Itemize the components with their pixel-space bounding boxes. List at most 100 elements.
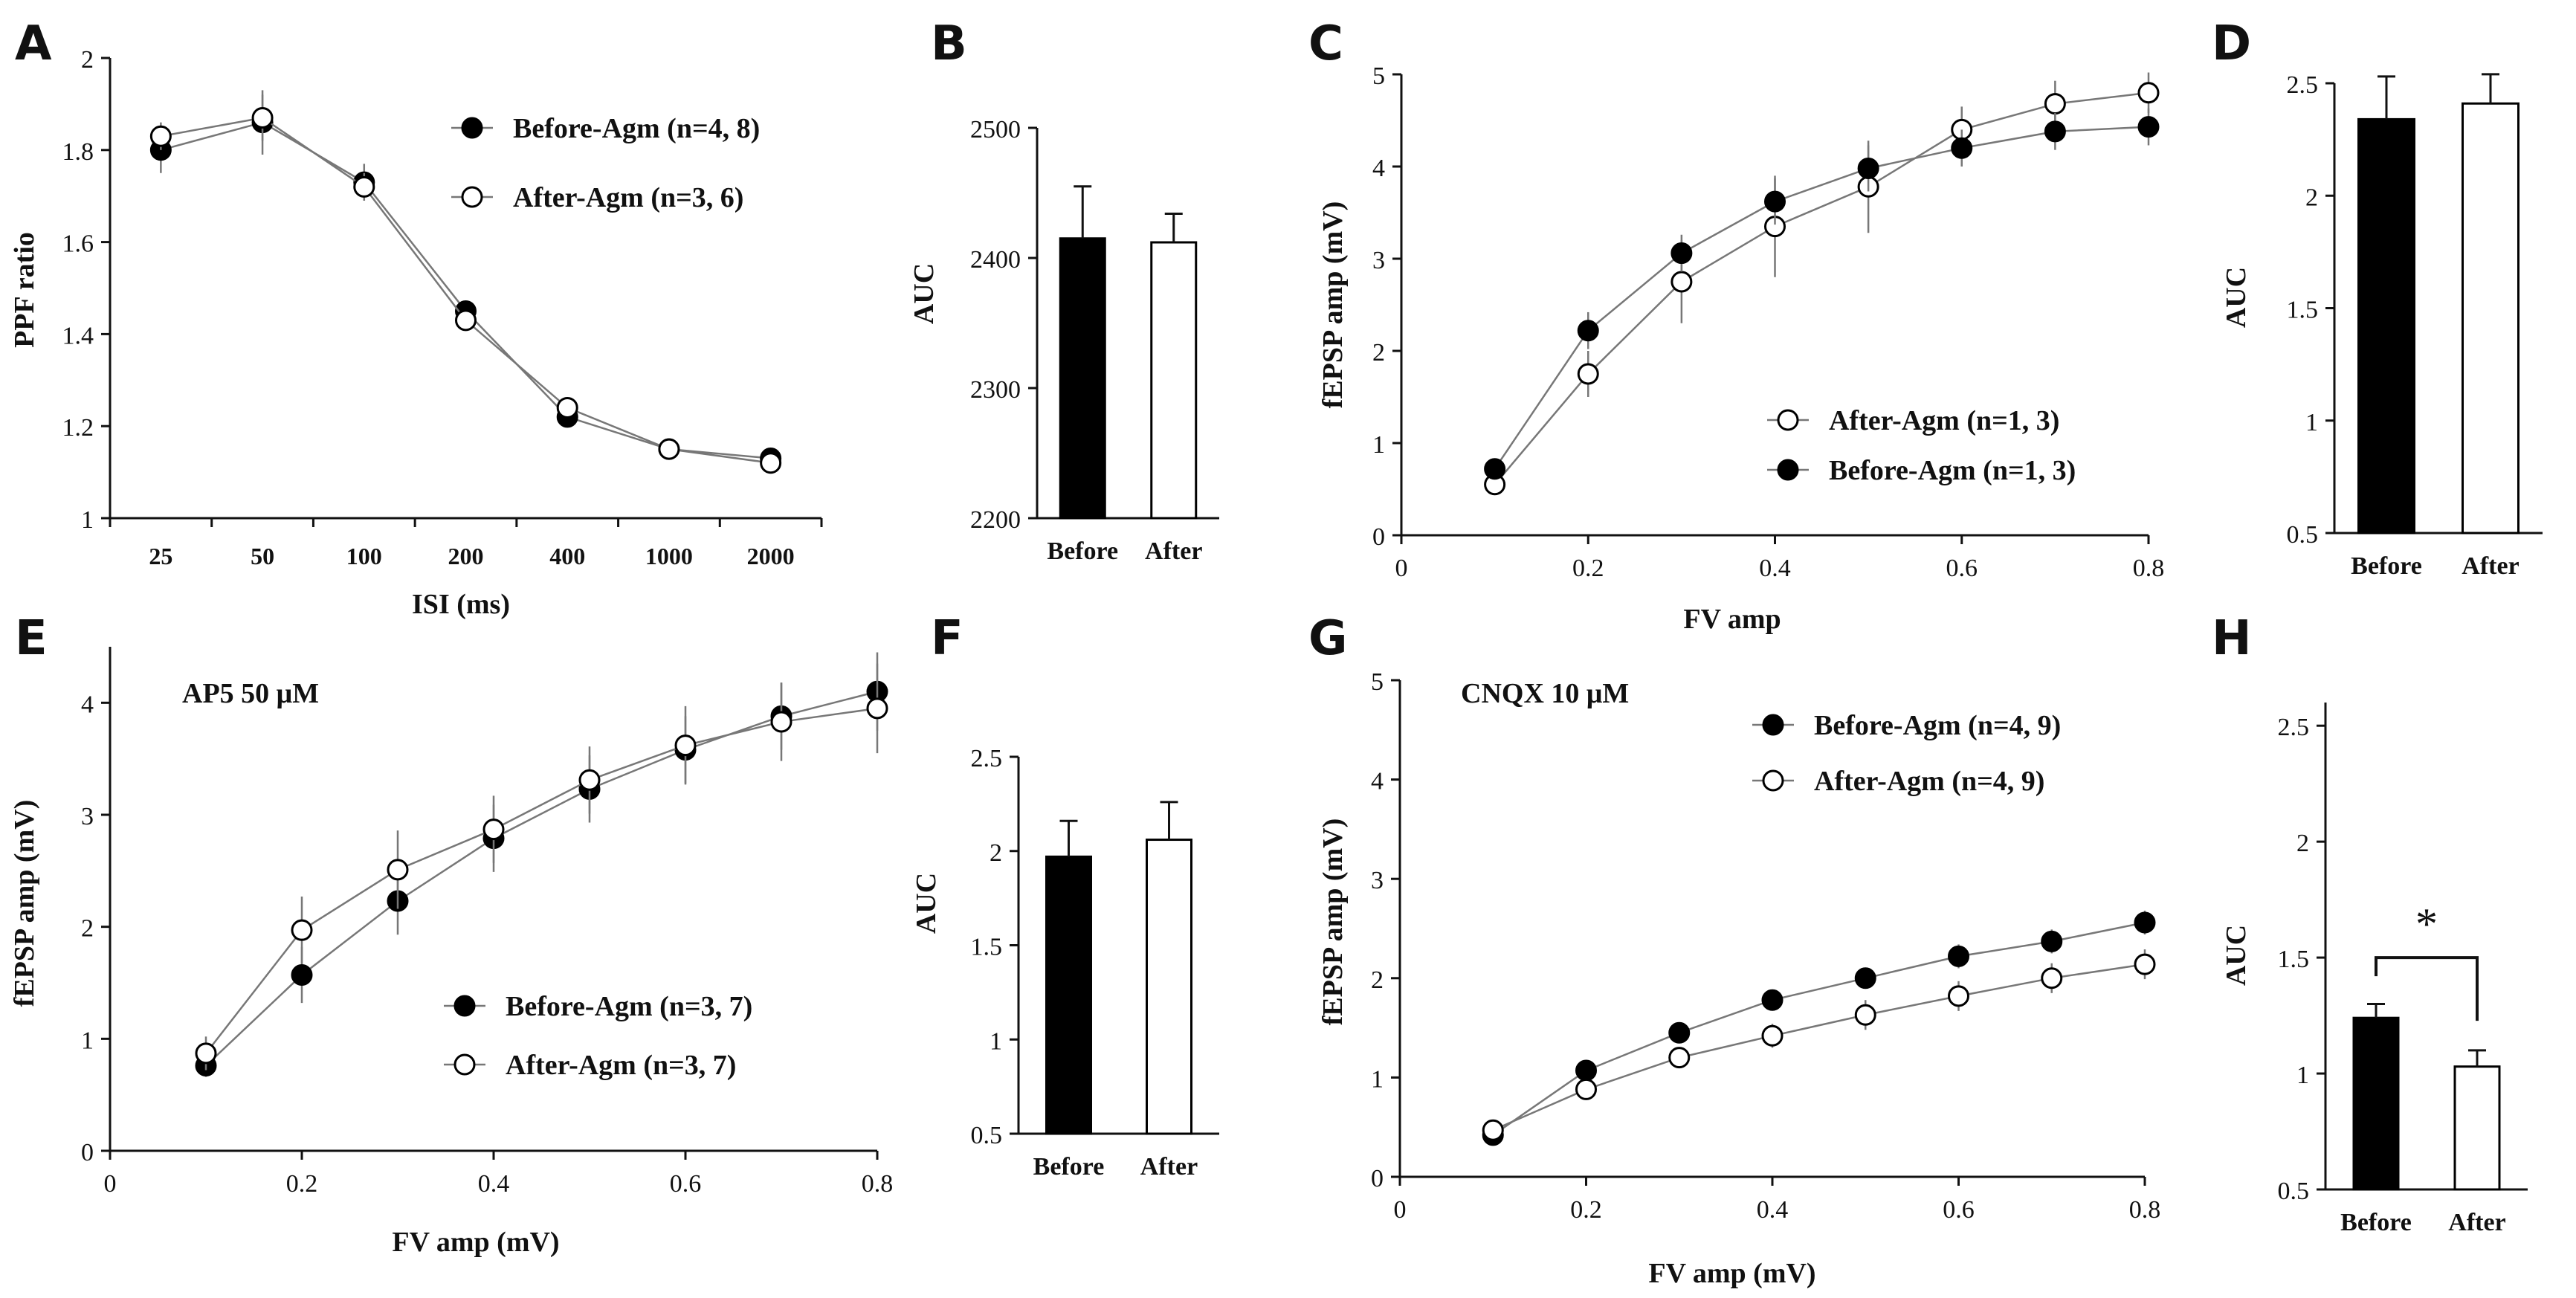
series-line	[1492, 963, 2146, 1131]
bar	[1146, 839, 1192, 1135]
data-point	[291, 919, 313, 941]
panel-label-c: C	[1308, 16, 1343, 71]
legend-label: After-Agm (n=4, 9)	[1814, 766, 2044, 797]
y-tick-label: 1.6	[62, 230, 94, 258]
y-tick-label: 0.5	[2287, 521, 2319, 549]
data-point	[1854, 1004, 1876, 1026]
y-tick-label: 1.8	[62, 138, 94, 166]
y-tick-label: 0.5	[971, 1122, 1003, 1149]
y-tick-label: 2.5	[971, 745, 1003, 772]
legend-marker	[453, 995, 476, 1017]
x-tick-label: 0.4	[1759, 555, 1791, 582]
data-point	[1854, 967, 1876, 989]
legend-label: Before-Agm (n=1, 3)	[1829, 455, 2076, 486]
y-tick-label: 2500	[970, 116, 1021, 143]
y-tick-label: 5	[1372, 62, 1385, 90]
data-point	[2041, 967, 2063, 989]
data-point	[251, 106, 274, 129]
y-tick-label: 1	[1372, 431, 1385, 459]
panel-c-io-chart: 0 1 2 3 4 5 0 0.2 0.4 0.6 0.8 After-Agm (n=1, 3) Bef…	[1372, 62, 2164, 582]
bar	[1059, 237, 1106, 520]
x-tick-label: 0	[104, 1170, 117, 1198]
bar	[1150, 241, 1198, 520]
x-category-label: After	[1140, 1153, 1198, 1181]
y-tick-label: 3	[1371, 867, 1384, 894]
panel-label-e: E	[15, 611, 48, 666]
y-tick-label: 0	[81, 1139, 94, 1166]
h-ylabel: AUC	[2221, 925, 2252, 986]
series-line	[161, 117, 771, 464]
panel-label-a: A	[15, 16, 52, 71]
x-category-label: Before	[2351, 552, 2422, 580]
x-tick-label: 50	[251, 543, 274, 569]
series-line	[205, 691, 878, 1067]
legend-label: Before-Agm (n=3, 7)	[506, 991, 752, 1022]
d-ylabel: AUC	[2221, 267, 2252, 328]
data-point	[658, 438, 680, 460]
x-tick-label: 1000	[645, 543, 693, 569]
data-point	[291, 963, 313, 986]
bar	[2357, 117, 2415, 535]
y-tick-label: 1	[2305, 409, 2318, 436]
x-tick-label: 0	[1395, 555, 1408, 582]
panel-label-f: F	[931, 611, 963, 666]
data-point	[770, 711, 793, 733]
g-xlabel: FV amp (mV)	[1648, 1258, 1815, 1289]
y-tick-label: 4	[1372, 155, 1385, 182]
x-category-label: After	[2448, 1209, 2505, 1236]
b-ylabel: AUC	[908, 263, 940, 324]
data-point	[1948, 985, 1969, 1007]
data-point	[2137, 82, 2160, 104]
data-point	[1668, 1021, 1691, 1044]
x-category-label: After	[1145, 537, 1202, 565]
data-point	[1761, 1024, 1783, 1047]
x-tick-label: 100	[346, 543, 382, 569]
y-tick-label: 2	[2305, 184, 2318, 211]
bar	[2462, 102, 2519, 535]
y-tick-label: 2	[81, 46, 94, 74]
data-point	[1668, 1047, 1691, 1069]
panel-label-g: G	[1308, 611, 1348, 666]
f-ylabel: AUC	[911, 873, 942, 934]
data-point	[1482, 1119, 1504, 1141]
x-category-label: After	[2462, 552, 2519, 580]
y-tick-label: 4	[1371, 768, 1384, 795]
legend-marker	[1777, 409, 1799, 431]
data-point	[1670, 242, 1693, 265]
y-tick-label: 1.4	[62, 322, 94, 349]
x-tick-label: 0.8	[2133, 555, 2165, 582]
y-tick-label: 1.5	[2278, 946, 2310, 973]
c-ylabel: fEPSP amp (mV)	[1317, 201, 1349, 409]
data-point	[2134, 953, 2156, 975]
series-line	[161, 121, 771, 459]
y-tick-label: 2	[1372, 339, 1385, 367]
legend-label: Before-Agm (n=4, 9)	[1814, 710, 2061, 741]
x-tick-label: 200	[448, 543, 484, 569]
data-point	[387, 859, 409, 881]
legend-label: After-Agm (n=3, 7)	[506, 1050, 736, 1081]
data-point	[674, 734, 697, 757]
y-tick-label: 1	[990, 1027, 1002, 1055]
panel-f-auc-chart: 0.5 1 1.5 2 2.5 Before After	[971, 745, 1219, 1181]
c-xlabel: FV amp	[1683, 604, 1781, 635]
x-category-label: Before	[1047, 537, 1118, 565]
data-point	[2044, 93, 2066, 115]
y-tick-label: 1.5	[971, 934, 1003, 961]
y-tick-label: 2300	[970, 376, 1021, 404]
data-point	[2041, 930, 2063, 952]
y-tick-label: 0.5	[2278, 1178, 2310, 1205]
e-xlabel: FV amp (mV)	[392, 1227, 559, 1258]
data-point	[1577, 320, 1599, 342]
data-point	[2137, 116, 2160, 138]
y-tick-label: 2	[81, 915, 94, 943]
y-tick-label: 1	[81, 506, 94, 534]
x-tick-label: 0.6	[1943, 1196, 1975, 1224]
data-point	[1761, 989, 1783, 1011]
x-tick-label: 0.2	[1570, 1196, 1602, 1224]
legend-marker	[1762, 769, 1784, 792]
data-point	[149, 125, 172, 147]
x-tick-label: 2000	[747, 543, 795, 569]
y-tick-label: 1	[2296, 1062, 2309, 1089]
y-tick-label: 0	[1371, 1165, 1384, 1192]
